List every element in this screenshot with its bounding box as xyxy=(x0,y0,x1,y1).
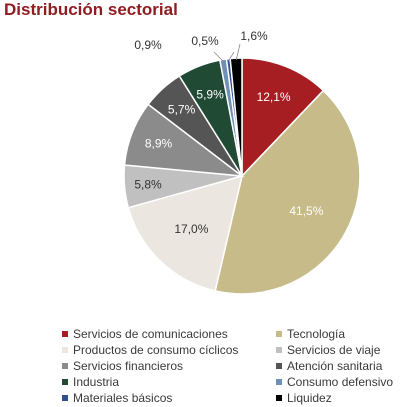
legend-label: Industria xyxy=(73,374,120,389)
slice-data-label: 17,0% xyxy=(174,222,208,236)
legend-entry: Tecnología xyxy=(276,326,420,341)
legend-swatch xyxy=(276,378,282,385)
legend-entry: Industria xyxy=(62,374,276,389)
legend-swatch xyxy=(276,346,282,353)
pie-slice xyxy=(241,57,325,178)
leader-line xyxy=(228,51,235,62)
legend-swatch xyxy=(62,362,68,369)
legend-entry: Productos de consumo cíclicos xyxy=(62,342,276,357)
legend-entry: Servicios de viaje xyxy=(276,342,420,357)
legend-swatch xyxy=(276,362,282,369)
legend-swatch xyxy=(62,378,68,385)
legend-swatch xyxy=(62,346,68,353)
pie-slice xyxy=(127,174,244,292)
legend-entry: Consumo defensivo xyxy=(276,374,420,389)
legend-entry: Servicios financieros xyxy=(62,358,276,373)
leader-line xyxy=(213,51,224,62)
legend-label: Servicios de comunicaciones xyxy=(73,326,228,341)
legend-label: Materiales básicos xyxy=(73,390,173,405)
legend-entry: Atención sanitaria xyxy=(276,358,420,373)
legend-label: Consumo defensivo xyxy=(287,374,394,389)
slice-data-label: 41,5% xyxy=(289,204,323,218)
legend-swatch xyxy=(62,330,68,337)
legend-label: Servicios de viaje xyxy=(287,342,381,357)
legend-label: Atención sanitaria xyxy=(287,358,383,373)
legend-entry: Liquidez xyxy=(276,390,420,405)
pie-slice xyxy=(214,89,361,295)
legend-label: Liquidez xyxy=(287,390,332,405)
chart-title: Distribución sectorial xyxy=(4,0,178,19)
slice-data-label: 8,9% xyxy=(145,136,173,150)
legend-entry: Servicios de comunicaciones xyxy=(62,326,276,341)
legend-label: Tecnología xyxy=(287,326,346,341)
legend-swatch xyxy=(276,330,282,337)
legend: Servicios de comunicaciones Tecnología Pro… xyxy=(62,326,420,405)
legend-label: Servicios financieros xyxy=(73,358,184,373)
legend-swatch xyxy=(62,394,68,401)
slice-data-label: 5,9% xyxy=(196,88,224,102)
slice-data-label: 12,1% xyxy=(257,90,291,104)
slice-data-label: 5,8% xyxy=(134,177,162,191)
slice-data-label: 0,9% xyxy=(134,38,162,52)
legend-swatch xyxy=(276,394,282,401)
slice-data-label: 1,6% xyxy=(240,29,268,43)
slice-data-label: 5,7% xyxy=(168,103,196,117)
legend-entry: Materiales básicos xyxy=(62,390,276,405)
legend-label: Productos de consumo cíclicos xyxy=(73,342,239,357)
leader-line xyxy=(235,43,241,61)
slice-data-label: 0,5% xyxy=(191,34,219,48)
